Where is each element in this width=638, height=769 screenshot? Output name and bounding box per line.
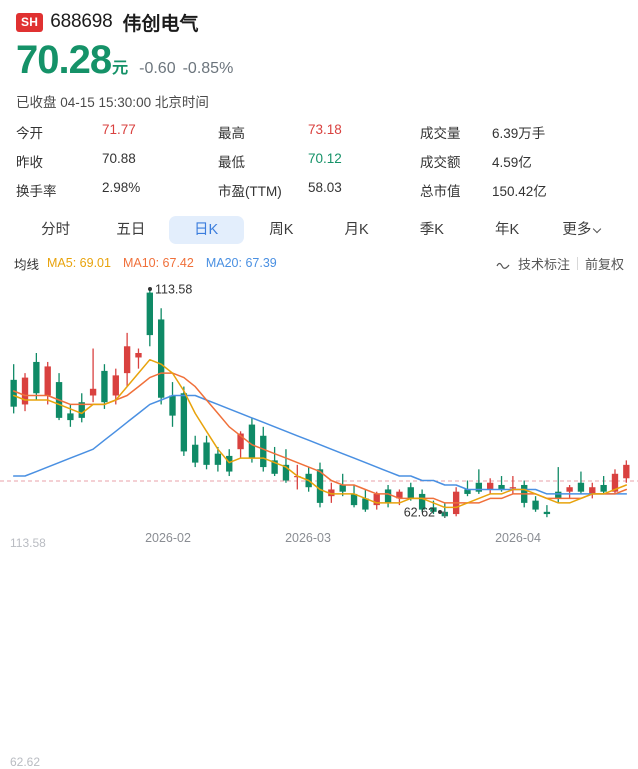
stat-turnover-amount-value: 4.59亿: [492, 155, 532, 170]
current-price: 70.28: [16, 38, 112, 82]
stat-turnover-rate: 换手率 2.98%: [16, 180, 218, 200]
symbol-name: 伟创电气: [122, 13, 199, 35]
stat-turnover-amount-label: 成交额: [420, 155, 461, 170]
stat-volume-value: 6.39万手: [492, 126, 546, 141]
market-status-text: 已收盘 04-15 15:30:00 北京时间: [16, 95, 209, 110]
svg-text:113.58: 113.58: [155, 283, 192, 297]
stat-volume: 成交量 6.39万手: [420, 122, 622, 142]
quote-header: SH 688698 伟创电气 70.28 元 -0.60 -0.85% 已收盘 …: [0, 0, 638, 111]
moving-average-legend: 均线 MA5: 69.01 MA10: 67.42 MA20: 67.39 技术…: [0, 252, 638, 274]
stat-pe-ttm: 市盈(TTM) 58.03: [218, 180, 420, 200]
x-axis-label-mar: 2026-03: [285, 531, 331, 545]
stat-turnover-rate-value: 2.98%: [102, 180, 141, 195]
stat-high: 最高 73.18: [218, 122, 420, 142]
stat-open: 今开 71.77: [16, 122, 218, 142]
ma5-legend: MA5: 69.01: [47, 256, 111, 270]
tab-five-day[interactable]: 五日: [116, 222, 146, 238]
stat-low-label: 最低: [218, 155, 245, 170]
ma-legend-title: 均线: [14, 257, 40, 272]
stat-pe-ttm-value: 58.03: [308, 180, 342, 195]
ma20-legend: MA20: 67.39: [205, 256, 277, 270]
tab-more[interactable]: 更多: [545, 216, 620, 244]
chart-canvas[interactable]: 113.58 62.62: [0, 276, 638, 566]
y-axis-max-label: 113.58: [10, 536, 46, 550]
stat-market-cap-label: 总市值: [420, 184, 461, 199]
tools-divider: [576, 256, 578, 270]
tab-weekly-k[interactable]: 周K: [269, 222, 294, 238]
symbol-title-row: SH 688698 伟创电气: [16, 10, 622, 35]
ma10-legend: MA10: 67.42: [122, 256, 194, 270]
stat-prev-close-value: 70.88: [102, 151, 136, 166]
stat-open-label: 今开: [16, 126, 43, 141]
stat-volume-label: 成交量: [420, 126, 461, 141]
stat-low: 最低 70.12: [218, 151, 420, 171]
stat-pe-ttm-label: 市盈(TTM): [218, 184, 282, 199]
stat-turnover-rate-label: 换手率: [16, 184, 57, 199]
x-axis-label-apr: 2026-04: [495, 531, 541, 545]
chart-tools: 技术标注 前复权: [496, 254, 624, 273]
stat-high-value: 73.18: [308, 122, 342, 137]
price-row: 70.28 元 -0.60 -0.85%: [16, 40, 622, 84]
svg-text:62.62: 62.62: [404, 506, 435, 520]
stat-low-value: 70.12: [308, 151, 342, 166]
chart-period-tabs: 分时 五日 日K 周K 月K 季K 年K 更多: [0, 214, 638, 246]
price-change-absolute: -0.60: [139, 60, 176, 77]
stat-prev-close: 昨收 70.88: [16, 151, 218, 171]
stat-high-label: 最高: [218, 126, 245, 141]
tab-monthly-k[interactable]: 月K: [344, 222, 369, 238]
candlestick-chart[interactable]: 113.58 62.62 113.58 62.62 2026-02 2026-03…: [0, 276, 638, 769]
tab-more-label: 更多: [562, 222, 592, 238]
tab-daily-k[interactable]: 日K: [168, 216, 244, 244]
x-axis-label-feb: 2026-02: [145, 531, 191, 545]
symbol-code: 688698: [50, 11, 113, 32]
quote-stats-table: 今开 71.77 最高 73.18 成交量 6.39万手 昨收 70.88 最低…: [0, 122, 638, 200]
wave-icon: [496, 258, 511, 269]
stat-open-value: 71.77: [102, 122, 136, 137]
price-currency-unit: 元: [112, 60, 129, 77]
chevron-down-icon: [594, 226, 602, 234]
exchange-badge: SH: [16, 12, 44, 32]
tab-minute[interactable]: 分时: [41, 222, 71, 238]
y-axis-min-label: 62.62: [10, 755, 41, 769]
stat-turnover-amount: 成交额 4.59亿: [420, 151, 622, 171]
stat-prev-close-label: 昨收: [16, 155, 43, 170]
technical-annotation-button[interactable]: 技术标注: [517, 256, 570, 272]
price-change-percent: -0.85%: [182, 60, 234, 77]
stat-market-cap-value: 150.42亿: [492, 184, 547, 199]
tab-quarterly-k[interactable]: 季K: [419, 222, 444, 238]
stat-market-cap: 总市值 150.42亿: [420, 180, 622, 200]
tab-yearly-k[interactable]: 年K: [495, 222, 520, 238]
adjustment-mode-button[interactable]: 前复权: [584, 256, 624, 272]
